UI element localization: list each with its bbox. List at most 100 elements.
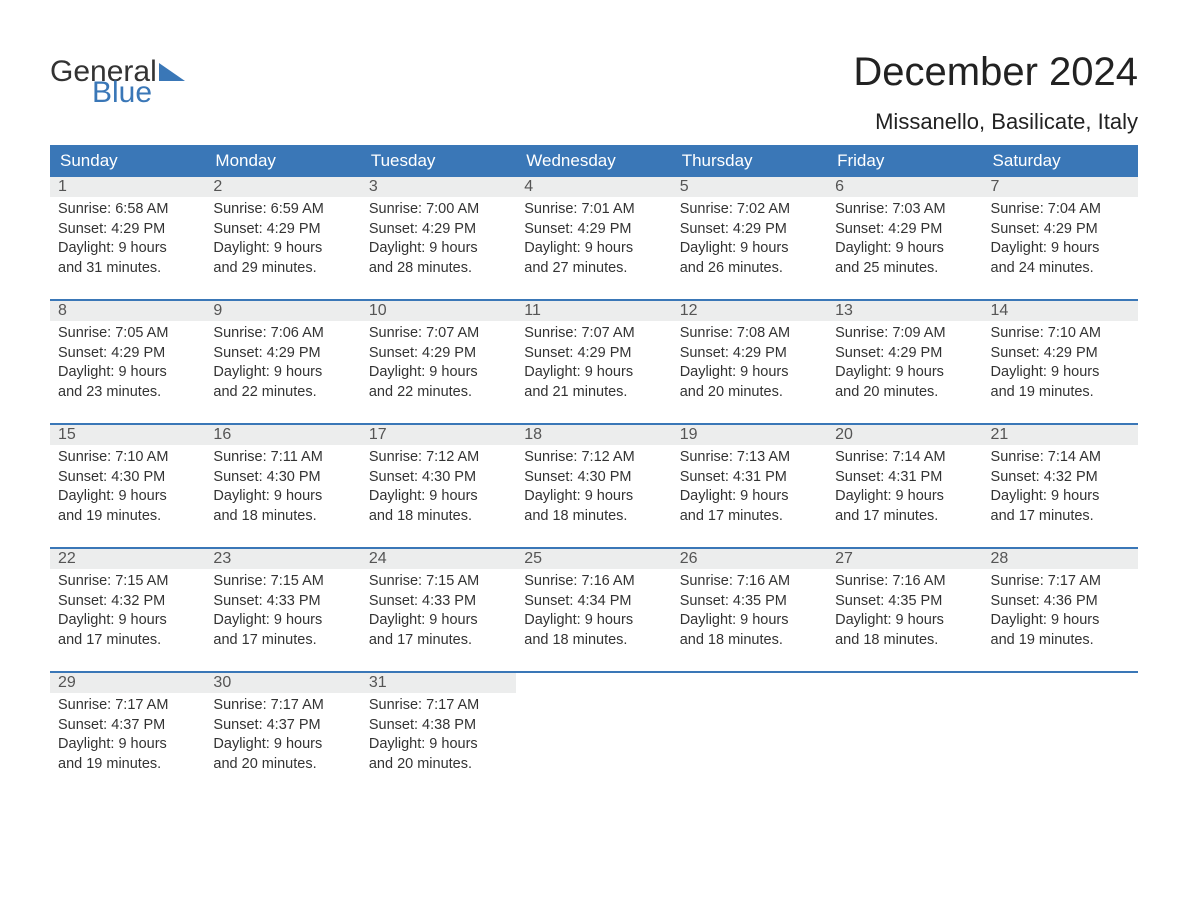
day-number: 31 xyxy=(361,673,516,693)
day-cell: 15Sunrise: 7:10 AMSunset: 4:30 PMDayligh… xyxy=(50,425,205,537)
day-number: 26 xyxy=(672,549,827,569)
day-cell: 23Sunrise: 7:15 AMSunset: 4:33 PMDayligh… xyxy=(205,549,360,661)
day-details: Sunrise: 7:01 AMSunset: 4:29 PMDaylight:… xyxy=(516,197,671,284)
day-number: 2 xyxy=(205,177,360,197)
day-number: 3 xyxy=(361,177,516,197)
day-details: Sunrise: 7:15 AMSunset: 4:33 PMDaylight:… xyxy=(361,569,516,656)
day-number: 30 xyxy=(205,673,360,693)
day-details: Sunrise: 7:11 AMSunset: 4:30 PMDaylight:… xyxy=(205,445,360,532)
day-number: 11 xyxy=(516,301,671,321)
weekday-header-monday: Monday xyxy=(205,145,360,177)
brand-triangle-icon xyxy=(159,63,185,81)
day-cell: 2Sunrise: 6:59 AMSunset: 4:29 PMDaylight… xyxy=(205,177,360,289)
day-number: 9 xyxy=(205,301,360,321)
brand-word-blue: Blue xyxy=(92,79,185,106)
week-row: 29Sunrise: 7:17 AMSunset: 4:37 PMDayligh… xyxy=(50,671,1138,785)
weekday-header-thursday: Thursday xyxy=(672,145,827,177)
day-details: Sunrise: 7:15 AMSunset: 4:33 PMDaylight:… xyxy=(205,569,360,656)
day-number: 21 xyxy=(983,425,1138,445)
day-cell: 17Sunrise: 7:12 AMSunset: 4:30 PMDayligh… xyxy=(361,425,516,537)
week-row: 8Sunrise: 7:05 AMSunset: 4:29 PMDaylight… xyxy=(50,299,1138,413)
day-details: Sunrise: 7:08 AMSunset: 4:29 PMDaylight:… xyxy=(672,321,827,408)
day-cell: 12Sunrise: 7:08 AMSunset: 4:29 PMDayligh… xyxy=(672,301,827,413)
day-details: Sunrise: 7:17 AMSunset: 4:37 PMDaylight:… xyxy=(205,693,360,780)
weekday-header-tuesday: Tuesday xyxy=(361,145,516,177)
day-cell: 22Sunrise: 7:15 AMSunset: 4:32 PMDayligh… xyxy=(50,549,205,661)
page-header: General Blue December 2024 Missanello, B… xyxy=(50,50,1138,135)
day-details: Sunrise: 7:10 AMSunset: 4:30 PMDaylight:… xyxy=(50,445,205,532)
day-cell: 1Sunrise: 6:58 AMSunset: 4:29 PMDaylight… xyxy=(50,177,205,289)
day-cell: 24Sunrise: 7:15 AMSunset: 4:33 PMDayligh… xyxy=(361,549,516,661)
day-details: Sunrise: 7:12 AMSunset: 4:30 PMDaylight:… xyxy=(361,445,516,532)
day-number: 7 xyxy=(983,177,1138,197)
day-details: Sunrise: 7:00 AMSunset: 4:29 PMDaylight:… xyxy=(361,197,516,284)
day-number: 10 xyxy=(361,301,516,321)
day-cell: 10Sunrise: 7:07 AMSunset: 4:29 PMDayligh… xyxy=(361,301,516,413)
day-details: Sunrise: 7:12 AMSunset: 4:30 PMDaylight:… xyxy=(516,445,671,532)
calendar-page: General Blue December 2024 Missanello, B… xyxy=(0,0,1188,918)
weekday-header-sunday: Sunday xyxy=(50,145,205,177)
day-number: 14 xyxy=(983,301,1138,321)
day-details: Sunrise: 7:06 AMSunset: 4:29 PMDaylight:… xyxy=(205,321,360,408)
day-details: Sunrise: 7:17 AMSunset: 4:36 PMDaylight:… xyxy=(983,569,1138,656)
day-number: 23 xyxy=(205,549,360,569)
day-details: Sunrise: 7:13 AMSunset: 4:31 PMDaylight:… xyxy=(672,445,827,532)
empty-cell: . xyxy=(672,673,827,785)
day-details: Sunrise: 7:16 AMSunset: 4:34 PMDaylight:… xyxy=(516,569,671,656)
location-label: Missanello, Basilicate, Italy xyxy=(853,109,1138,135)
empty-cell: . xyxy=(827,673,982,785)
day-details: Sunrise: 7:07 AMSunset: 4:29 PMDaylight:… xyxy=(516,321,671,408)
day-cell: 28Sunrise: 7:17 AMSunset: 4:36 PMDayligh… xyxy=(983,549,1138,661)
day-cell: 13Sunrise: 7:09 AMSunset: 4:29 PMDayligh… xyxy=(827,301,982,413)
day-number: 17 xyxy=(361,425,516,445)
month-title: December 2024 xyxy=(853,50,1138,95)
calendar-grid: SundayMondayTuesdayWednesdayThursdayFrid… xyxy=(50,145,1138,785)
day-details: Sunrise: 6:58 AMSunset: 4:29 PMDaylight:… xyxy=(50,197,205,284)
day-cell: 3Sunrise: 7:00 AMSunset: 4:29 PMDaylight… xyxy=(361,177,516,289)
day-number: 28 xyxy=(983,549,1138,569)
day-details: Sunrise: 7:16 AMSunset: 4:35 PMDaylight:… xyxy=(672,569,827,656)
day-cell: 7Sunrise: 7:04 AMSunset: 4:29 PMDaylight… xyxy=(983,177,1138,289)
day-cell: 29Sunrise: 7:17 AMSunset: 4:37 PMDayligh… xyxy=(50,673,205,785)
week-row: 15Sunrise: 7:10 AMSunset: 4:30 PMDayligh… xyxy=(50,423,1138,537)
day-cell: 19Sunrise: 7:13 AMSunset: 4:31 PMDayligh… xyxy=(672,425,827,537)
day-number: 15 xyxy=(50,425,205,445)
day-cell: 27Sunrise: 7:16 AMSunset: 4:35 PMDayligh… xyxy=(827,549,982,661)
empty-cell: . xyxy=(516,673,671,785)
day-number: 27 xyxy=(827,549,982,569)
week-row: 1Sunrise: 6:58 AMSunset: 4:29 PMDaylight… xyxy=(50,177,1138,289)
day-details: Sunrise: 7:17 AMSunset: 4:37 PMDaylight:… xyxy=(50,693,205,780)
day-cell: 20Sunrise: 7:14 AMSunset: 4:31 PMDayligh… xyxy=(827,425,982,537)
day-cell: 30Sunrise: 7:17 AMSunset: 4:37 PMDayligh… xyxy=(205,673,360,785)
day-cell: 16Sunrise: 7:11 AMSunset: 4:30 PMDayligh… xyxy=(205,425,360,537)
day-details: Sunrise: 7:03 AMSunset: 4:29 PMDaylight:… xyxy=(827,197,982,284)
day-cell: 9Sunrise: 7:06 AMSunset: 4:29 PMDaylight… xyxy=(205,301,360,413)
day-number: 24 xyxy=(361,549,516,569)
day-number: 8 xyxy=(50,301,205,321)
day-number: 25 xyxy=(516,549,671,569)
day-details: Sunrise: 7:14 AMSunset: 4:31 PMDaylight:… xyxy=(827,445,982,532)
day-cell: 6Sunrise: 7:03 AMSunset: 4:29 PMDaylight… xyxy=(827,177,982,289)
day-number: 4 xyxy=(516,177,671,197)
day-cell: 14Sunrise: 7:10 AMSunset: 4:29 PMDayligh… xyxy=(983,301,1138,413)
day-cell: 4Sunrise: 7:01 AMSunset: 4:29 PMDaylight… xyxy=(516,177,671,289)
weekday-header-row: SundayMondayTuesdayWednesdayThursdayFrid… xyxy=(50,145,1138,177)
day-number: 19 xyxy=(672,425,827,445)
weekday-header-wednesday: Wednesday xyxy=(516,145,671,177)
day-details: Sunrise: 7:07 AMSunset: 4:29 PMDaylight:… xyxy=(361,321,516,408)
day-number: 20 xyxy=(827,425,982,445)
day-number: 22 xyxy=(50,549,205,569)
day-cell: 25Sunrise: 7:16 AMSunset: 4:34 PMDayligh… xyxy=(516,549,671,661)
day-details: Sunrise: 7:10 AMSunset: 4:29 PMDaylight:… xyxy=(983,321,1138,408)
day-details: Sunrise: 6:59 AMSunset: 4:29 PMDaylight:… xyxy=(205,197,360,284)
day-details: Sunrise: 7:17 AMSunset: 4:38 PMDaylight:… xyxy=(361,693,516,780)
day-details: Sunrise: 7:09 AMSunset: 4:29 PMDaylight:… xyxy=(827,321,982,408)
day-cell: 31Sunrise: 7:17 AMSunset: 4:38 PMDayligh… xyxy=(361,673,516,785)
week-row: 22Sunrise: 7:15 AMSunset: 4:32 PMDayligh… xyxy=(50,547,1138,661)
day-cell: 26Sunrise: 7:16 AMSunset: 4:35 PMDayligh… xyxy=(672,549,827,661)
day-details: Sunrise: 7:04 AMSunset: 4:29 PMDaylight:… xyxy=(983,197,1138,284)
day-cell: 5Sunrise: 7:02 AMSunset: 4:29 PMDaylight… xyxy=(672,177,827,289)
day-number: 5 xyxy=(672,177,827,197)
day-number: 16 xyxy=(205,425,360,445)
weekday-header-friday: Friday xyxy=(827,145,982,177)
